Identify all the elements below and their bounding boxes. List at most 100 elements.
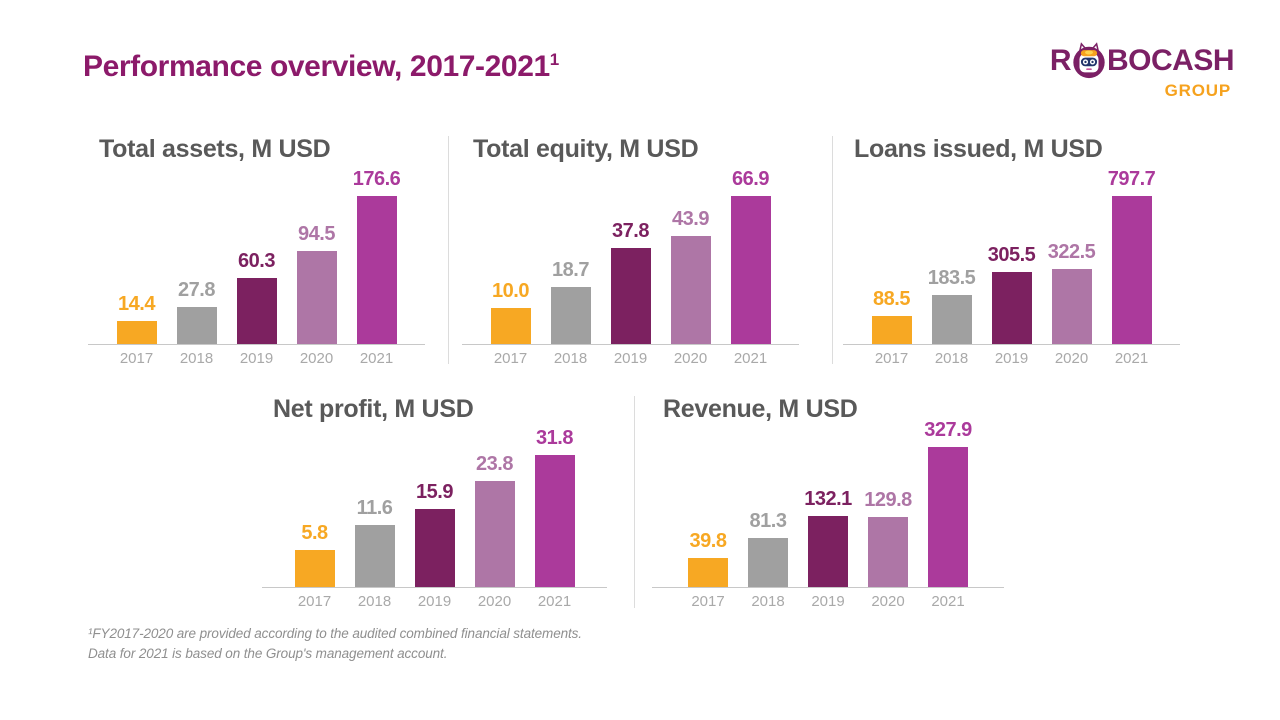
bar-value-label: 94.5 bbox=[298, 223, 335, 245]
year-label: 2019 bbox=[811, 593, 845, 610]
x-axis-labels: 2017 2018 2019 2020 2021 bbox=[843, 345, 1180, 367]
bar-2021 bbox=[1111, 196, 1152, 344]
year-label: 2017 bbox=[297, 593, 332, 610]
year-label: 2019 bbox=[239, 350, 274, 367]
bar-value-label: 11.6 bbox=[356, 497, 393, 519]
bar-value-label: 81.3 bbox=[749, 510, 787, 532]
bar-column-2021: 31.8 bbox=[534, 427, 575, 587]
bar-value-label: 322.5 bbox=[1047, 241, 1096, 263]
bar-column-2021: 327.9 bbox=[924, 419, 972, 587]
bar-plot-loans-issued: 88.5 183.5 305.5 322.5 797.7 2017 2018 2019 2020… bbox=[843, 164, 1180, 367]
bar-value-label: 305.5 bbox=[987, 244, 1036, 266]
chart-title-loans-issued: Loans issued, M USD bbox=[854, 135, 1103, 163]
year-label: 2020 bbox=[673, 350, 708, 367]
year-label: 2019 bbox=[417, 593, 452, 610]
bars-row: 14.4 27.8 60.3 94.5 176.6 bbox=[88, 164, 425, 344]
chart-divider-3 bbox=[634, 396, 635, 608]
year-label: 2017 bbox=[874, 350, 909, 367]
bar-value-label: 39.8 bbox=[689, 530, 727, 552]
bar-column-2018: 18.7 bbox=[550, 259, 591, 344]
chart-loans-issued: Loans issued, M USD 88.5 183.5 305.5 322.5 7… bbox=[843, 134, 1180, 367]
bar-2019 bbox=[414, 509, 455, 587]
bars-row: 88.5 183.5 305.5 322.5 797.7 bbox=[843, 164, 1180, 344]
bars-row: 10.0 18.7 37.8 43.9 66.9 bbox=[462, 164, 799, 344]
bar-column-2019: 37.8 bbox=[610, 220, 651, 344]
bar-2021 bbox=[730, 196, 771, 344]
year-label: 2019 bbox=[613, 350, 648, 367]
bar-column-2019: 305.5 bbox=[988, 244, 1036, 344]
bar-column-2021: 66.9 bbox=[730, 168, 771, 344]
robocash-robot-icon bbox=[1070, 42, 1108, 80]
bar-column-2017: 10.0 bbox=[490, 280, 531, 344]
year-label: 2021 bbox=[1114, 350, 1149, 367]
year-label: 2018 bbox=[357, 593, 392, 610]
bar-value-label: 23.8 bbox=[476, 453, 513, 475]
bar-2021 bbox=[534, 455, 575, 587]
bar-2017 bbox=[116, 321, 157, 344]
bar-value-label: 797.7 bbox=[1107, 168, 1156, 190]
logo-group-label: GROUP bbox=[1164, 81, 1231, 100]
year-label: 2017 bbox=[493, 350, 528, 367]
bar-column-2017: 5.8 bbox=[294, 522, 335, 587]
bar-2019 bbox=[808, 516, 848, 587]
page-title: Performance overview, 2017-20211 bbox=[83, 50, 559, 84]
bar-column-2020: 23.8 bbox=[474, 453, 515, 587]
bar-column-2018: 183.5 bbox=[928, 267, 976, 344]
bar-2017 bbox=[490, 308, 531, 344]
bars-row: 5.8 11.6 15.9 23.8 31.8 bbox=[262, 424, 607, 587]
robocash-wordmark: R BOCASH bbox=[1012, 42, 1235, 80]
chart-total-equity: Total equity, M USD 10.0 18.7 37.8 43.9 66.9… bbox=[462, 134, 799, 367]
year-label: 2020 bbox=[871, 593, 905, 610]
bar-value-label: 18.7 bbox=[552, 259, 589, 281]
bar-2020 bbox=[296, 251, 337, 344]
year-label: 2020 bbox=[477, 593, 512, 610]
year-label: 2020 bbox=[299, 350, 334, 367]
year-label: 2017 bbox=[691, 593, 725, 610]
bar-value-label: 66.9 bbox=[732, 168, 769, 190]
year-label: 2018 bbox=[553, 350, 588, 367]
bar-2021 bbox=[928, 447, 968, 587]
bar-2018 bbox=[176, 307, 217, 344]
bar-2019 bbox=[991, 272, 1032, 344]
bar-column-2020: 43.9 bbox=[670, 208, 711, 344]
robocash-logo: R BOCASH GROUP bbox=[1012, 42, 1235, 101]
bar-value-label: 37.8 bbox=[612, 220, 649, 242]
bar-value-label: 88.5 bbox=[873, 288, 910, 310]
bar-value-label: 27.8 bbox=[178, 279, 215, 301]
page-title-text: Performance overview, 2017-2021 bbox=[83, 50, 550, 83]
year-label: 2017 bbox=[119, 350, 154, 367]
x-axis-line bbox=[262, 587, 607, 588]
bar-2021 bbox=[356, 196, 397, 344]
bars-row: 39.8 81.3 132.1 129.8 327.9 bbox=[652, 419, 1004, 587]
year-label: 2021 bbox=[537, 593, 572, 610]
bar-2018 bbox=[550, 287, 591, 344]
bar-2019 bbox=[610, 248, 651, 344]
bar-value-label: 14.4 bbox=[118, 293, 155, 315]
chart-title-total-assets: Total assets, M USD bbox=[99, 135, 331, 163]
x-axis-labels: 2017 2018 2019 2020 2021 bbox=[88, 345, 425, 367]
year-label: 2019 bbox=[994, 350, 1029, 367]
bar-value-label: 15.9 bbox=[416, 481, 453, 503]
chart-title-revenue: Revenue, M USD bbox=[663, 395, 858, 423]
bar-column-2018: 11.6 bbox=[354, 497, 395, 587]
bar-plot-net-profit: 5.8 11.6 15.9 23.8 31.8 2017 2018 2019 2020 2021 bbox=[262, 424, 607, 610]
x-axis-labels: 2017 2018 2019 2020 2021 bbox=[462, 345, 799, 367]
bar-value-label: 176.6 bbox=[352, 168, 401, 190]
bar-2017 bbox=[871, 316, 912, 344]
bar-2020 bbox=[1051, 269, 1092, 344]
x-axis-labels: 2017 2018 2019 2020 2021 bbox=[652, 588, 1004, 610]
bar-column-2019: 60.3 bbox=[236, 250, 277, 344]
bar-plot-total-equity: 10.0 18.7 37.8 43.9 66.9 2017 2018 2019 2020 2021 bbox=[462, 164, 799, 367]
bar-column-2017: 39.8 bbox=[688, 530, 728, 587]
x-axis-labels: 2017 2018 2019 2020 2021 bbox=[262, 588, 607, 610]
bar-2019 bbox=[236, 278, 277, 344]
bar-column-2017: 88.5 bbox=[871, 288, 912, 344]
x-axis-line bbox=[652, 587, 1004, 588]
bar-value-label: 60.3 bbox=[238, 250, 275, 272]
x-axis-line bbox=[88, 344, 425, 345]
bar-2020 bbox=[474, 481, 515, 587]
chart-title-total-equity: Total equity, M USD bbox=[473, 135, 699, 163]
bar-column-2018: 27.8 bbox=[176, 279, 217, 344]
bar-column-2020: 129.8 bbox=[864, 489, 912, 587]
bar-column-2021: 797.7 bbox=[1108, 168, 1156, 344]
